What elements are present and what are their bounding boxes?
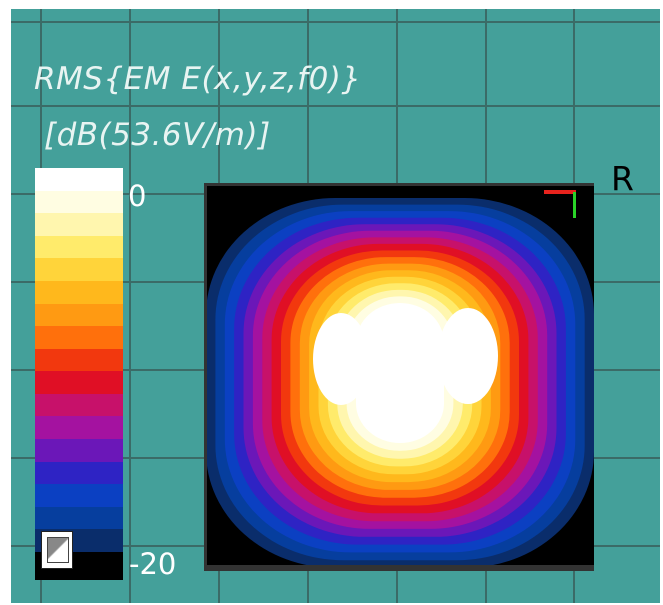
heatmap-frame-bottom [206, 565, 594, 571]
grid-line [129, 9, 131, 603]
colorbar-band [35, 371, 123, 395]
reference-axis-x-marker [544, 190, 576, 194]
colorbar-band [35, 303, 123, 328]
viewport-toggle-icon [47, 537, 69, 563]
heatmap-peak [385, 322, 417, 402]
reference-marker-label: R [611, 159, 634, 198]
heatmap-peak [313, 313, 369, 405]
colorbar-band [35, 190, 123, 215]
field-unit-title: [dB(53.6V/m)] [44, 117, 271, 153]
colorbar-band [35, 258, 123, 282]
colorbar-band [35, 484, 123, 508]
field-heatmap [206, 184, 594, 571]
field-quantity-title: RMS{EM E(x,y,z,f0)} [34, 61, 362, 97]
colorbar-band [35, 393, 123, 418]
heatmap-frame-top [206, 183, 594, 186]
colorbar-band [35, 416, 123, 441]
colorbar-band [35, 439, 123, 463]
colorbar-band [35, 461, 123, 486]
grid-line [11, 105, 660, 107]
colorbar-band [35, 168, 123, 192]
heatmap-peak [438, 308, 498, 404]
reference-axis-y-marker [573, 192, 576, 218]
field-viewport[interactable]: RMS{EM E(x,y,z,f0)} [dB(53.6V/m)] 0 -20 … [11, 9, 660, 603]
colorbar-band [35, 326, 123, 350]
grid-line [11, 21, 660, 23]
colorbar-max-label: 0 [128, 179, 147, 213]
colorbar-band [35, 280, 123, 305]
colorbar-band [35, 235, 123, 260]
viewport-toggle-button[interactable] [41, 531, 73, 569]
colorbar-band [35, 506, 123, 531]
colorbar [35, 168, 123, 580]
colorbar-min-label: -20 [129, 547, 177, 581]
colorbar-band [35, 213, 123, 237]
colorbar-band [35, 348, 123, 373]
heatmap-frame-left [204, 183, 207, 571]
